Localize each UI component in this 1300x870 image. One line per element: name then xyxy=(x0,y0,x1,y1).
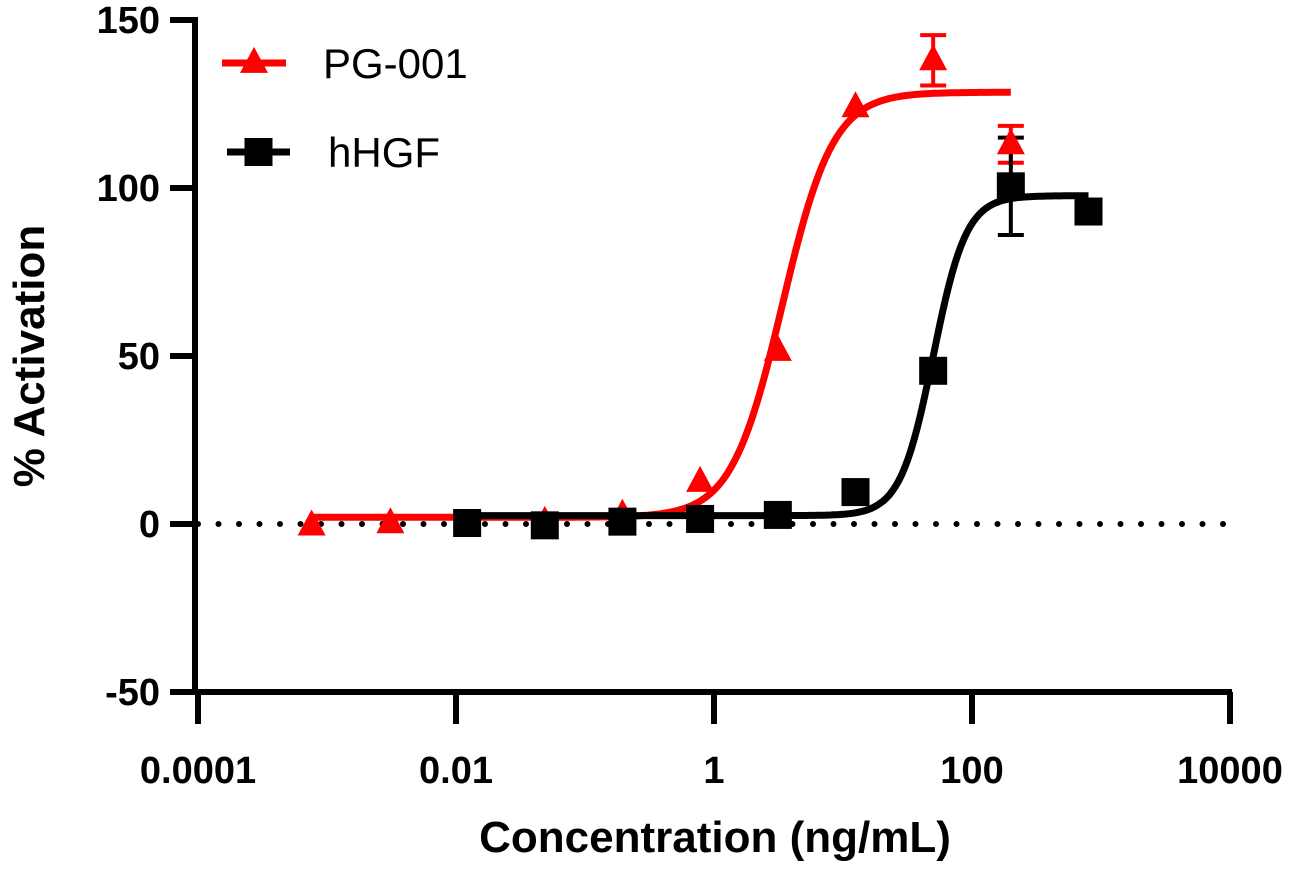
y-tick-label: 0 xyxy=(139,504,160,546)
data-point-hhgf xyxy=(763,500,792,529)
legend: PG-001 hHGF xyxy=(222,40,468,176)
x-tick-label: 1 xyxy=(703,750,724,792)
data-point-hhgf xyxy=(841,478,870,507)
data-points xyxy=(297,44,1103,540)
data-point-hhgf xyxy=(1074,197,1103,226)
legend-marker-hhgf xyxy=(244,138,273,166)
legend-marker-pg-001 xyxy=(240,46,268,73)
x-axis-title: Concentration (ng/mL) xyxy=(479,813,951,862)
data-point-hhgf xyxy=(919,356,948,385)
data-point-pg-001 xyxy=(686,465,715,492)
data-point-hhgf xyxy=(686,504,715,533)
data-point-pg-001 xyxy=(763,334,792,361)
data-point-pg-001 xyxy=(919,44,948,71)
data-point-hhgf xyxy=(530,511,559,540)
y-tick-label: 100 xyxy=(97,168,160,210)
x-tick-label: 0.01 xyxy=(419,750,493,792)
x-ticks: 0.0001 0.01 1 100 10000 xyxy=(140,692,1283,792)
legend-label: hHGF xyxy=(328,129,440,176)
x-tick-label: 100 xyxy=(940,750,1003,792)
legend-label: PG-001 xyxy=(323,40,468,87)
data-point-pg-001 xyxy=(297,509,326,536)
y-axis-title: % Activation xyxy=(5,225,54,487)
data-point-hhgf xyxy=(453,508,482,537)
y-tick-label: 150 xyxy=(97,0,160,42)
y-ticks: -50 0 50 100 150 xyxy=(97,0,195,714)
x-tick-label: 0.0001 xyxy=(140,750,256,792)
y-tick-label: 50 xyxy=(118,336,160,378)
data-point-pg-001 xyxy=(996,128,1025,155)
data-point-hhgf xyxy=(608,507,637,536)
data-point-hhgf xyxy=(996,172,1025,201)
y-tick-label: -50 xyxy=(105,672,160,714)
data-point-pg-001 xyxy=(841,91,870,118)
x-tick-label: 10000 xyxy=(1177,750,1283,792)
data-point-pg-001 xyxy=(376,507,405,534)
axes xyxy=(192,17,1232,695)
